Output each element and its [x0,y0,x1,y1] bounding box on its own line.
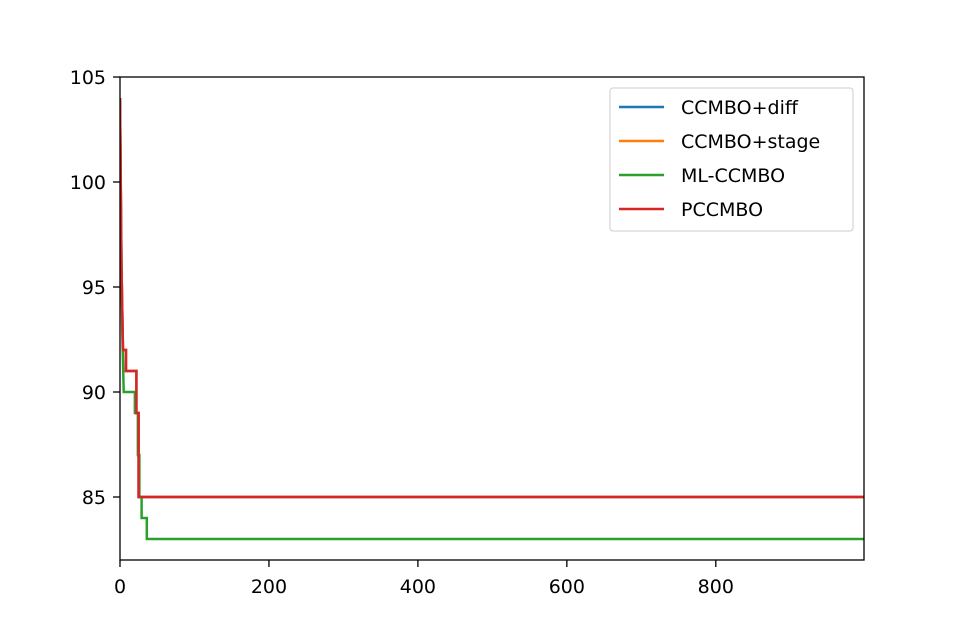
legend: CCMBO+diff CCMBO+stage ML-CCMBO PCCMBO [609,87,854,232]
x-tick-label: 600 [549,576,585,598]
y-tick-label: 85 [82,487,106,509]
y-tick-label: 105 [70,67,106,89]
x-tick-label: 0 [114,576,126,598]
legend-box [609,87,854,232]
legend-label-3: PCCMBO [681,199,763,221]
y-tick-label: 95 [82,277,106,299]
series-line-3 [120,97,864,499]
x-tick-label: 800 [698,576,734,598]
y-tick-label: 100 [70,172,106,194]
legend-label-1: CCMBO+stage [681,131,820,153]
x-tick-label: 400 [400,576,436,598]
x-tick-label: 200 [251,576,287,598]
plot-frame [119,76,865,561]
legend-label-2: ML-CCMBO [681,165,785,187]
x-axis: 0 200 400 600 800 [114,560,734,598]
y-tick-label: 90 [82,382,106,404]
legend-label-0: CCMBO+diff [681,97,799,119]
series-lines [120,97,864,541]
y-axis: 85 90 95 100 105 [70,67,120,509]
